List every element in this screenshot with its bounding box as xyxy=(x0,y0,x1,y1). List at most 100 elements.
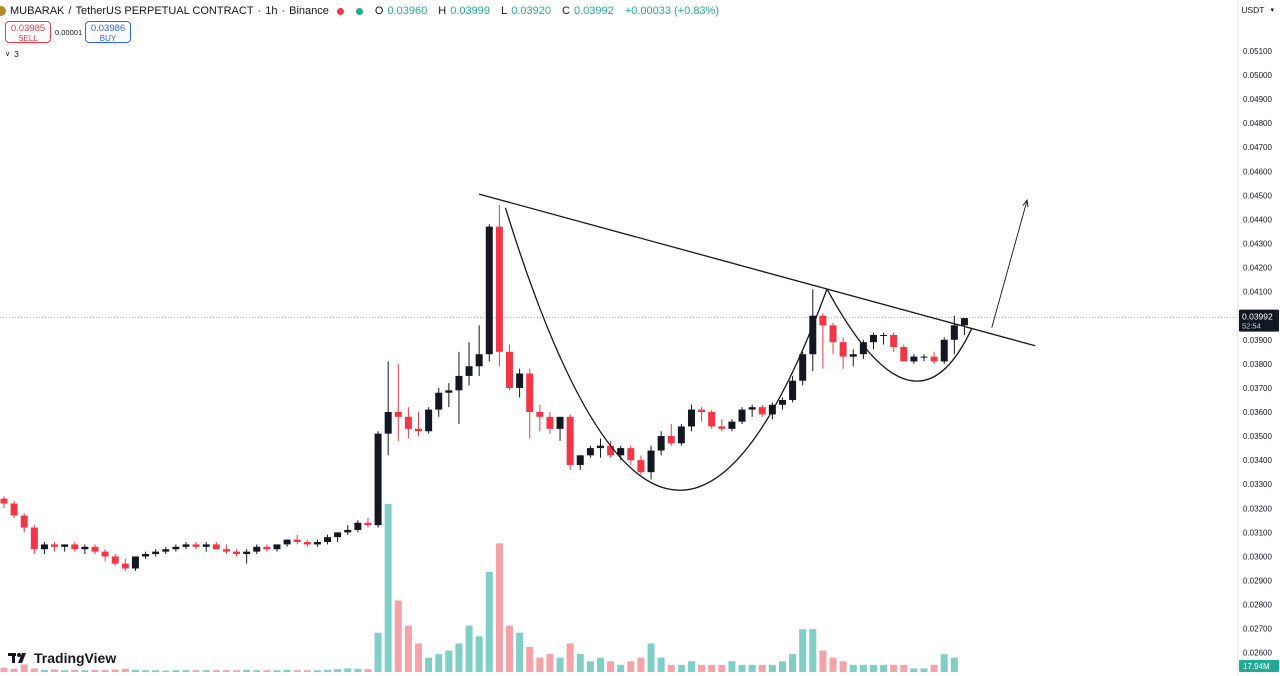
volume-bar xyxy=(233,670,241,672)
volume-bar xyxy=(172,670,180,672)
volume-bar xyxy=(465,625,473,672)
candle-body xyxy=(283,539,291,545)
candle-body xyxy=(425,409,433,432)
price-tick-label: 0.05000 xyxy=(1243,71,1272,80)
candle-body xyxy=(556,416,564,429)
target-arrow-head xyxy=(1022,199,1029,208)
volume-bar xyxy=(506,625,513,672)
sell-button[interactable]: 0.03985 SELL xyxy=(5,21,51,43)
volume-bar xyxy=(789,654,797,672)
volume-bar xyxy=(81,670,89,672)
volume-bar xyxy=(930,664,938,672)
symbol-name[interactable]: MUBARAK xyxy=(10,5,65,17)
price-tick-label: 0.03600 xyxy=(1243,408,1272,417)
chevron-down-icon: ▾ xyxy=(1270,7,1274,14)
candle-body xyxy=(536,412,544,417)
candle-body xyxy=(930,356,938,362)
price-tick-label: 0.04500 xyxy=(1243,191,1272,200)
volume-bar xyxy=(364,669,372,672)
volume-bar xyxy=(182,670,190,672)
separator: · xyxy=(257,5,262,17)
volume-bar xyxy=(819,650,827,672)
candle-body xyxy=(30,527,38,550)
candle-body xyxy=(607,445,615,456)
candle-body xyxy=(586,448,594,456)
candle-body xyxy=(657,436,665,451)
volume-bar xyxy=(111,669,119,672)
candle-body xyxy=(222,549,230,552)
volume-bar xyxy=(101,669,109,672)
price-tick-label: 0.04400 xyxy=(1243,215,1272,224)
data-status-icon xyxy=(355,7,363,15)
candle-body xyxy=(273,544,281,550)
buy-button[interactable]: 0.03986 BUY xyxy=(85,21,131,43)
volume-bar xyxy=(940,654,948,672)
candle-body xyxy=(142,554,150,557)
interval-label[interactable]: 1h xyxy=(265,5,278,17)
volume-bar xyxy=(40,669,48,672)
indicators-toggle[interactable]: ∨ 3 xyxy=(5,49,19,59)
volume-bar xyxy=(516,632,524,672)
candle-body xyxy=(596,445,604,449)
volume-bar xyxy=(708,664,716,672)
change-value: +0.00033 (+0.83%) xyxy=(624,5,719,17)
volume-bar xyxy=(890,664,898,672)
ohlc-values: O 0.03960 H 0.03999 L 0.03920 C 0.03992 +0.0… xyxy=(374,5,719,17)
candle-body xyxy=(829,325,837,343)
price-tick-label: 0.04300 xyxy=(1243,239,1272,248)
candle-body xyxy=(384,412,392,434)
candle-body xyxy=(111,556,119,564)
candle-body xyxy=(516,373,524,388)
candle-body xyxy=(364,522,372,526)
volume-bar xyxy=(263,670,271,672)
open-value: 0.03960 xyxy=(387,5,428,17)
volume-bar xyxy=(344,668,352,672)
bar-countdown-label: 52:54 xyxy=(1242,322,1261,331)
volume-bar xyxy=(728,661,736,672)
volume-badge xyxy=(1239,660,1279,672)
target-arrow xyxy=(991,200,1028,328)
volume-bar xyxy=(71,669,79,672)
volume-bar xyxy=(657,657,665,672)
candle-body xyxy=(758,407,766,415)
candle-body xyxy=(61,544,69,547)
volume-bar xyxy=(617,664,625,672)
spread-value: 0.00001 xyxy=(55,28,83,37)
candle-body xyxy=(404,416,412,429)
volume-bar xyxy=(738,664,746,672)
volume-bar xyxy=(0,667,8,672)
price-tick-label: 0.03200 xyxy=(1243,504,1272,513)
candle-body xyxy=(233,551,241,555)
resistance-trendline xyxy=(478,193,1036,347)
symbol-description[interactable]: TetherUS PERPETUAL CONTRACT xyxy=(75,5,254,17)
candle-body xyxy=(566,416,574,465)
volume-bar xyxy=(51,669,59,672)
price-tick-label: 0.04200 xyxy=(1243,264,1272,273)
cup-curve xyxy=(504,207,828,491)
volume-bar xyxy=(596,657,604,672)
volume-bar xyxy=(131,669,139,672)
candle-body xyxy=(374,433,382,526)
volume-bar xyxy=(435,654,443,672)
volume-bar xyxy=(142,670,150,672)
tradingview-logo[interactable]: TradingView xyxy=(8,650,116,666)
volume-bar xyxy=(30,668,38,672)
volume-bar xyxy=(283,669,291,672)
volume-bar xyxy=(152,670,160,672)
exchange-label[interactable]: Binance xyxy=(289,5,329,17)
candle-body xyxy=(465,366,473,376)
candle-body xyxy=(738,409,746,422)
currency-selector[interactable]: USDT ▾ xyxy=(1241,5,1274,15)
candle-body xyxy=(394,412,402,417)
candle-body xyxy=(819,315,827,326)
candle-body xyxy=(81,546,89,550)
candle-body xyxy=(667,436,675,444)
volume-bar xyxy=(313,670,321,672)
candle-body xyxy=(0,498,8,504)
volume-bar xyxy=(334,669,342,672)
volume-bar xyxy=(687,661,695,672)
price-tick-label: 0.03500 xyxy=(1243,432,1272,441)
candle-body xyxy=(839,342,847,357)
